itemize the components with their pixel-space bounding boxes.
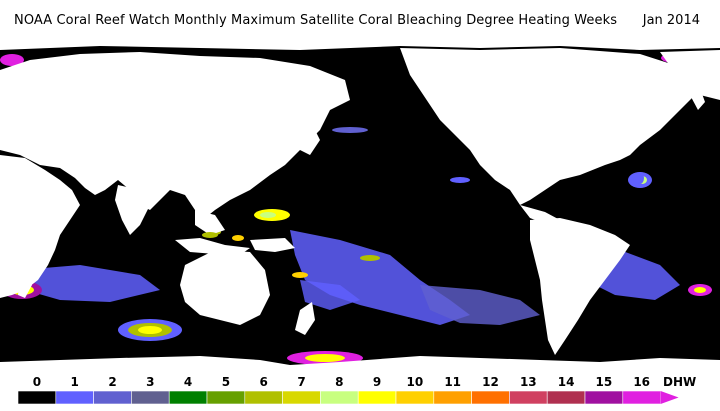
coastal-hotspots xyxy=(202,172,644,241)
colorbar-labels: 0 1 2 3 4 5 6 7 8 9 10 11 12 13 14 15 16 xyxy=(0,375,720,391)
colorbar-tick-label: 13 xyxy=(519,375,537,389)
land-southeast-asia xyxy=(195,210,225,235)
colorbar-swatch-6 xyxy=(244,391,283,405)
land-south-america xyxy=(530,218,630,355)
colorbar-tick-label: 7 xyxy=(297,375,306,389)
colorbar-tick-label: 6 xyxy=(259,375,268,389)
land-north-america xyxy=(400,48,700,205)
colorbar-tick-label: 2 xyxy=(108,375,117,389)
world-map xyxy=(0,40,720,373)
colorbar-swatch-14 xyxy=(546,391,586,405)
colorbar-tick-label: 15 xyxy=(595,375,613,389)
colorbar-tick-label: 10 xyxy=(406,375,424,389)
map-date: Jan 2014 xyxy=(642,13,700,28)
colorbar-tick-label: 5 xyxy=(221,375,231,389)
colorbar-tick-label: 16 xyxy=(633,375,651,389)
land-indonesia xyxy=(175,238,250,255)
land-australia xyxy=(180,250,270,325)
dhw-patch-coral-sea xyxy=(290,230,470,325)
colorbar-swatch-16 xyxy=(622,391,661,405)
colorbar-swatch-12 xyxy=(471,391,510,405)
colorbar xyxy=(17,391,679,405)
colorbar-swatch-3 xyxy=(131,391,170,405)
land-africa xyxy=(0,155,80,298)
land-greenland xyxy=(660,50,720,100)
colorbar-tick-label: 3 xyxy=(146,375,155,389)
colorbar-swatch-15 xyxy=(584,391,624,405)
colorbar-tick-label: 8 xyxy=(335,375,344,389)
colorbar-swatch-8 xyxy=(320,391,359,405)
land-arctic xyxy=(0,40,720,50)
dhw-patch-indian-ocean xyxy=(20,265,160,302)
colorbar-swatch-7 xyxy=(282,391,321,405)
map-title: NOAA Coral Reef Watch Monthly Maximum Sa… xyxy=(14,13,618,28)
land-antarctica xyxy=(0,356,720,373)
colorbar-swatch-1 xyxy=(55,391,94,405)
colorbar-swatch-13 xyxy=(509,391,548,405)
colorbar-swatch-4 xyxy=(168,391,208,405)
dhw-patch-south-pacific xyxy=(420,285,540,325)
land-india xyxy=(115,185,150,235)
land-new-zealand xyxy=(295,302,315,335)
colorbar-swatch-5 xyxy=(206,391,246,405)
colorbar-tick-label: 1 xyxy=(70,375,79,389)
colorbar-tick-label: 4 xyxy=(183,375,193,389)
landmasses xyxy=(0,40,720,373)
land-japan xyxy=(300,130,320,155)
colorbar-swatch-0 xyxy=(17,391,57,405)
colorbar-tick-label: 0 xyxy=(32,375,42,389)
colorbar-swatch-10 xyxy=(395,391,435,405)
land-madagascar xyxy=(18,270,32,298)
land-uk xyxy=(690,88,705,110)
dhw-patch-tasman xyxy=(300,280,360,310)
land-eurasia xyxy=(0,52,350,218)
colorbar-arrow xyxy=(660,391,679,404)
colorbar-swatch-11 xyxy=(433,391,472,405)
colorbar-unit: DHW xyxy=(663,375,697,389)
colorbar-tick-label: 14 xyxy=(557,375,575,389)
colorbar-swatch-2 xyxy=(93,391,132,405)
colorbar-tick-label: 9 xyxy=(372,375,382,389)
dhw-patch-arctic xyxy=(0,54,24,66)
land-new-guinea xyxy=(250,238,295,252)
colorbar-swatch-9 xyxy=(357,391,397,405)
colorbar-tick-label: 11 xyxy=(444,375,462,389)
colorbar-tick-label: 12 xyxy=(482,375,499,389)
